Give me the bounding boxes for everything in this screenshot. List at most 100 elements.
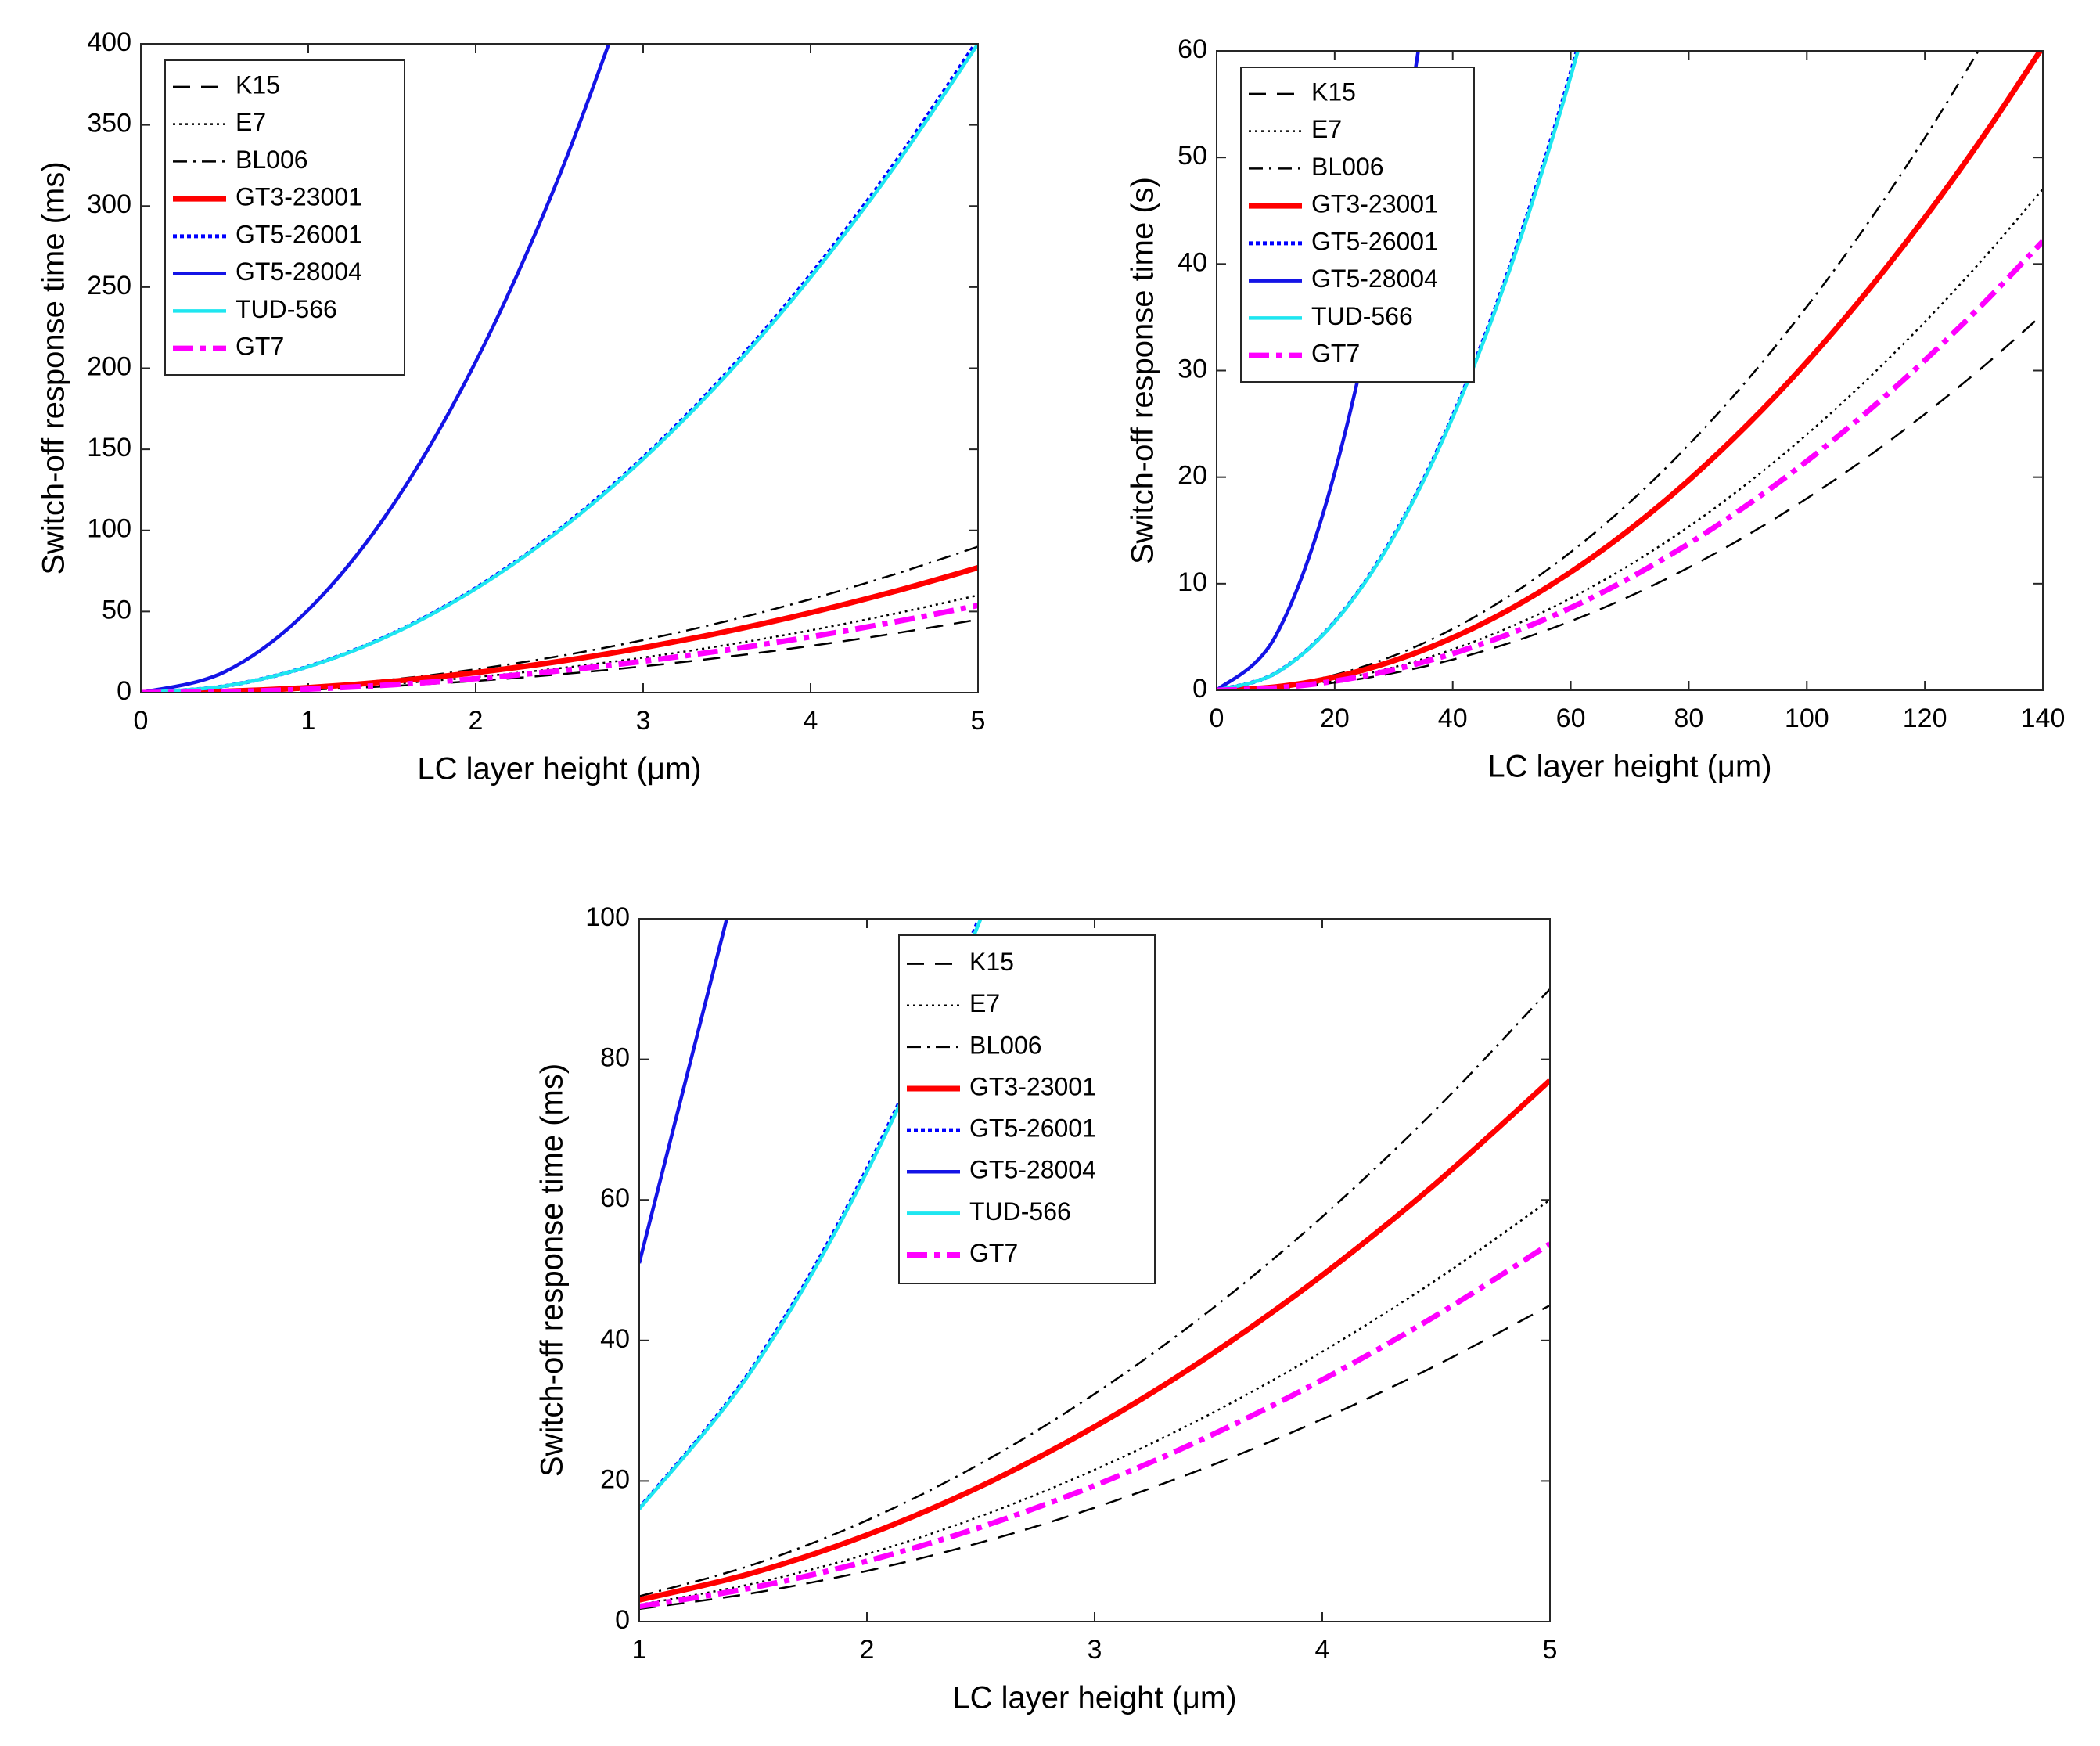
- legend-label: K15: [969, 948, 1014, 976]
- y-tick-label: 60: [600, 1183, 630, 1213]
- series-line: [141, 603, 978, 693]
- y-tick-label: 20: [600, 1464, 630, 1494]
- y-tick-label: 20: [1178, 461, 1207, 491]
- series-line: [1217, 51, 2043, 690]
- x-tick-label: 2: [469, 706, 484, 736]
- series-line: [639, 1078, 1550, 1603]
- legend-label: E7: [1311, 115, 1342, 143]
- series-line: [639, 1199, 1550, 1606]
- x-tick-label: 3: [1088, 1635, 1102, 1665]
- series-line: [141, 565, 978, 693]
- y-tick-label: 80: [600, 1043, 630, 1073]
- legend-label: K15: [236, 70, 280, 99]
- axes-box: [638, 918, 1551, 1622]
- legend-label: TUD-566: [1311, 302, 1413, 330]
- y-tick-label: 10: [1178, 567, 1207, 597]
- y-tick-label: 150: [87, 433, 131, 463]
- axes-box: [1216, 50, 2044, 691]
- y-tick-label: 40: [600, 1324, 630, 1354]
- legend-box: [898, 934, 1156, 1284]
- y-tick-label: 50: [1178, 141, 1207, 171]
- legend-label: GT7: [969, 1239, 1018, 1267]
- y-axis-label: Switch-off response time (ms): [37, 161, 71, 574]
- y-tick-label: 250: [87, 271, 131, 301]
- legend-label: E7: [969, 989, 1000, 1017]
- y-tick-label: 0: [117, 676, 131, 706]
- legend-label: GT3-23001: [1311, 190, 1438, 218]
- legend-label: K15: [1311, 77, 1356, 106]
- legend-label: E7: [236, 108, 266, 136]
- series-line: [1217, 51, 1580, 690]
- series-line: [639, 919, 983, 1510]
- legend-label: GT5-28004: [1311, 265, 1438, 293]
- series-line: [639, 1304, 1550, 1611]
- y-tick-label: 400: [87, 27, 131, 57]
- series-line: [1217, 313, 2043, 690]
- y-tick-label: 60: [1178, 34, 1207, 64]
- y-tick-label: 0: [1192, 674, 1207, 704]
- legend-label: GT5-26001: [969, 1114, 1096, 1143]
- legend-label: BL006: [969, 1031, 1042, 1059]
- x-tick-label: 40: [1438, 704, 1468, 733]
- series-line: [639, 919, 729, 1264]
- legend-label: GT3-23001: [236, 183, 362, 211]
- y-tick-label: 40: [1178, 247, 1207, 277]
- y-axis-label: Switch-off response time (ms): [535, 1064, 570, 1477]
- y-axis-label: Switch-off response time (s): [1126, 177, 1160, 564]
- y-tick-label: 100: [87, 514, 131, 544]
- y-tick-label: 0: [615, 1605, 630, 1635]
- y-tick-label: 30: [1178, 354, 1207, 383]
- legend-label: GT5-26001: [1311, 227, 1438, 255]
- legend-label: GT7: [236, 333, 284, 361]
- x-tick-label: 1: [301, 706, 316, 736]
- legend-label: BL006: [1311, 153, 1384, 181]
- legend-label: BL006: [236, 146, 308, 174]
- axes-box: [140, 43, 979, 693]
- x-tick-label: 1: [632, 1635, 647, 1665]
- series-line: [1217, 239, 2043, 690]
- series-line: [141, 44, 611, 693]
- legend-label: GT5-26001: [236, 220, 362, 248]
- y-tick-label: 50: [102, 595, 131, 625]
- legend-label: GT5-28004: [969, 1156, 1096, 1184]
- series-line: [141, 545, 978, 693]
- legend: K15 E7 BL006 GT3-23001 GT5-26001 GT5-28004 TUD…: [164, 59, 405, 376]
- series-line: [1217, 51, 1420, 690]
- lines: [141, 44, 978, 693]
- y-tick-label: 350: [87, 109, 131, 139]
- legend-box: [164, 59, 405, 376]
- x-tick-label: 5: [971, 706, 986, 736]
- series-line: [141, 44, 978, 693]
- series-line: [141, 594, 978, 693]
- legend-label: GT5-28004: [236, 257, 362, 286]
- x-axis-label: LC layer height (μm): [1487, 750, 1771, 784]
- legend-label: TUD-566: [969, 1197, 1071, 1226]
- series-line: [639, 988, 1550, 1597]
- legend-box: [1240, 67, 1475, 383]
- x-tick-label: 4: [804, 706, 818, 736]
- plot: 0 20 40 60 80 100 120 140 0 10 20 30 40 50 60 LC layer …: [1126, 34, 2066, 784]
- x-axis-label: LC layer height (μm): [417, 752, 701, 787]
- legend: K15 E7 BL006 GT3-23001 GT5-26001 GT5-28004 TUD…: [1240, 67, 1475, 383]
- x-tick-label: 140: [2021, 704, 2066, 733]
- x-tick-label: 2: [860, 1635, 875, 1665]
- x-tick-label: 5: [1543, 1635, 1558, 1665]
- x-tick-label: 60: [1556, 704, 1586, 733]
- y-tick-label: 100: [585, 902, 630, 932]
- y-tick-label: 300: [87, 189, 131, 219]
- legend-label: TUD-566: [236, 295, 337, 323]
- x-tick-label: 0: [134, 706, 149, 736]
- x-axis-label: LC layer height (μm): [952, 1681, 1236, 1715]
- legend-label: GT7: [1311, 340, 1360, 368]
- x-tick-label: 80: [1674, 704, 1704, 733]
- series-line: [1217, 51, 1980, 690]
- x-tick-label: 0: [1210, 704, 1224, 733]
- lines: [639, 919, 1550, 1611]
- x-tick-label: 4: [1315, 1635, 1330, 1665]
- x-tick-label: 3: [636, 706, 651, 736]
- lines: [1217, 51, 2043, 690]
- y-tick-label: 200: [87, 351, 131, 381]
- x-tick-label: 100: [1785, 704, 1829, 733]
